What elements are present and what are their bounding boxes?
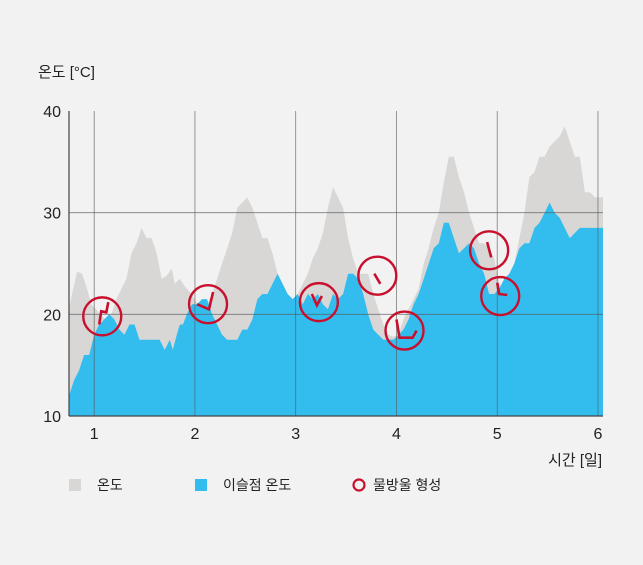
condensation-marker <box>384 310 425 351</box>
condensation-segment <box>97 301 110 325</box>
legend-item-condensation: 물방울 형성 <box>352 477 441 493</box>
condensation-ring <box>298 281 340 323</box>
condensation-ring <box>187 283 229 325</box>
legend-item-dew_point: 이슬점 온도 <box>195 477 291 493</box>
x-tick-label: 5 <box>493 426 502 443</box>
y-tick-labels: 10 20 30 40 <box>43 104 61 426</box>
x-tick-label: 2 <box>190 426 199 443</box>
legend-label: 이슬점 온도 <box>223 477 291 493</box>
legend-swatch-icon <box>195 479 207 491</box>
condensation-segment <box>310 293 324 309</box>
x-tick-labels: 1 2 3 4 5 6 <box>90 426 603 443</box>
grid-lines <box>69 111 603 416</box>
condensation-ring <box>384 310 425 351</box>
legend: 온도 이슬점 온도 물방울 형성 <box>69 477 441 493</box>
y-tick-label: 30 <box>43 206 61 223</box>
y-tick-label: 20 <box>43 307 61 324</box>
condensation-ring <box>480 275 521 317</box>
condensation-segment <box>196 291 215 312</box>
plot-area <box>68 111 603 417</box>
x-tick-label: 4 <box>392 426 401 443</box>
condensation-marker <box>298 281 340 323</box>
condensation-markers <box>82 230 521 351</box>
condensation-marker <box>357 255 398 296</box>
x-tick-label: 3 <box>291 426 300 443</box>
condensation-segment <box>495 282 508 297</box>
condensation-marker <box>468 230 510 271</box>
condensation-marker <box>480 275 521 317</box>
condensation-ring <box>468 230 510 271</box>
y-tick-label: 10 <box>43 409 61 426</box>
legend-swatch-icon <box>69 479 81 491</box>
x-axis-title: 시간 [일] <box>548 452 602 469</box>
condensation-segment <box>395 319 418 340</box>
condensation-segment <box>485 241 493 258</box>
condensation-segment <box>373 273 382 285</box>
condensation-marker <box>187 283 229 325</box>
legend-ring-icon <box>352 478 366 492</box>
legend-item-temperature: 온도 <box>69 477 123 493</box>
legend-label: 온도 <box>97 477 123 493</box>
condensation-marker <box>82 296 123 337</box>
x-tick-label: 6 <box>594 426 603 443</box>
x-tick-label: 1 <box>90 426 99 443</box>
legend-label: 물방울 형성 <box>373 477 441 493</box>
y-axis-title: 온도 [°C] <box>38 64 95 81</box>
condensation-ring <box>82 296 123 337</box>
y-tick-label: 40 <box>43 104 61 121</box>
condensation-ring <box>357 255 398 296</box>
axes <box>68 111 603 417</box>
